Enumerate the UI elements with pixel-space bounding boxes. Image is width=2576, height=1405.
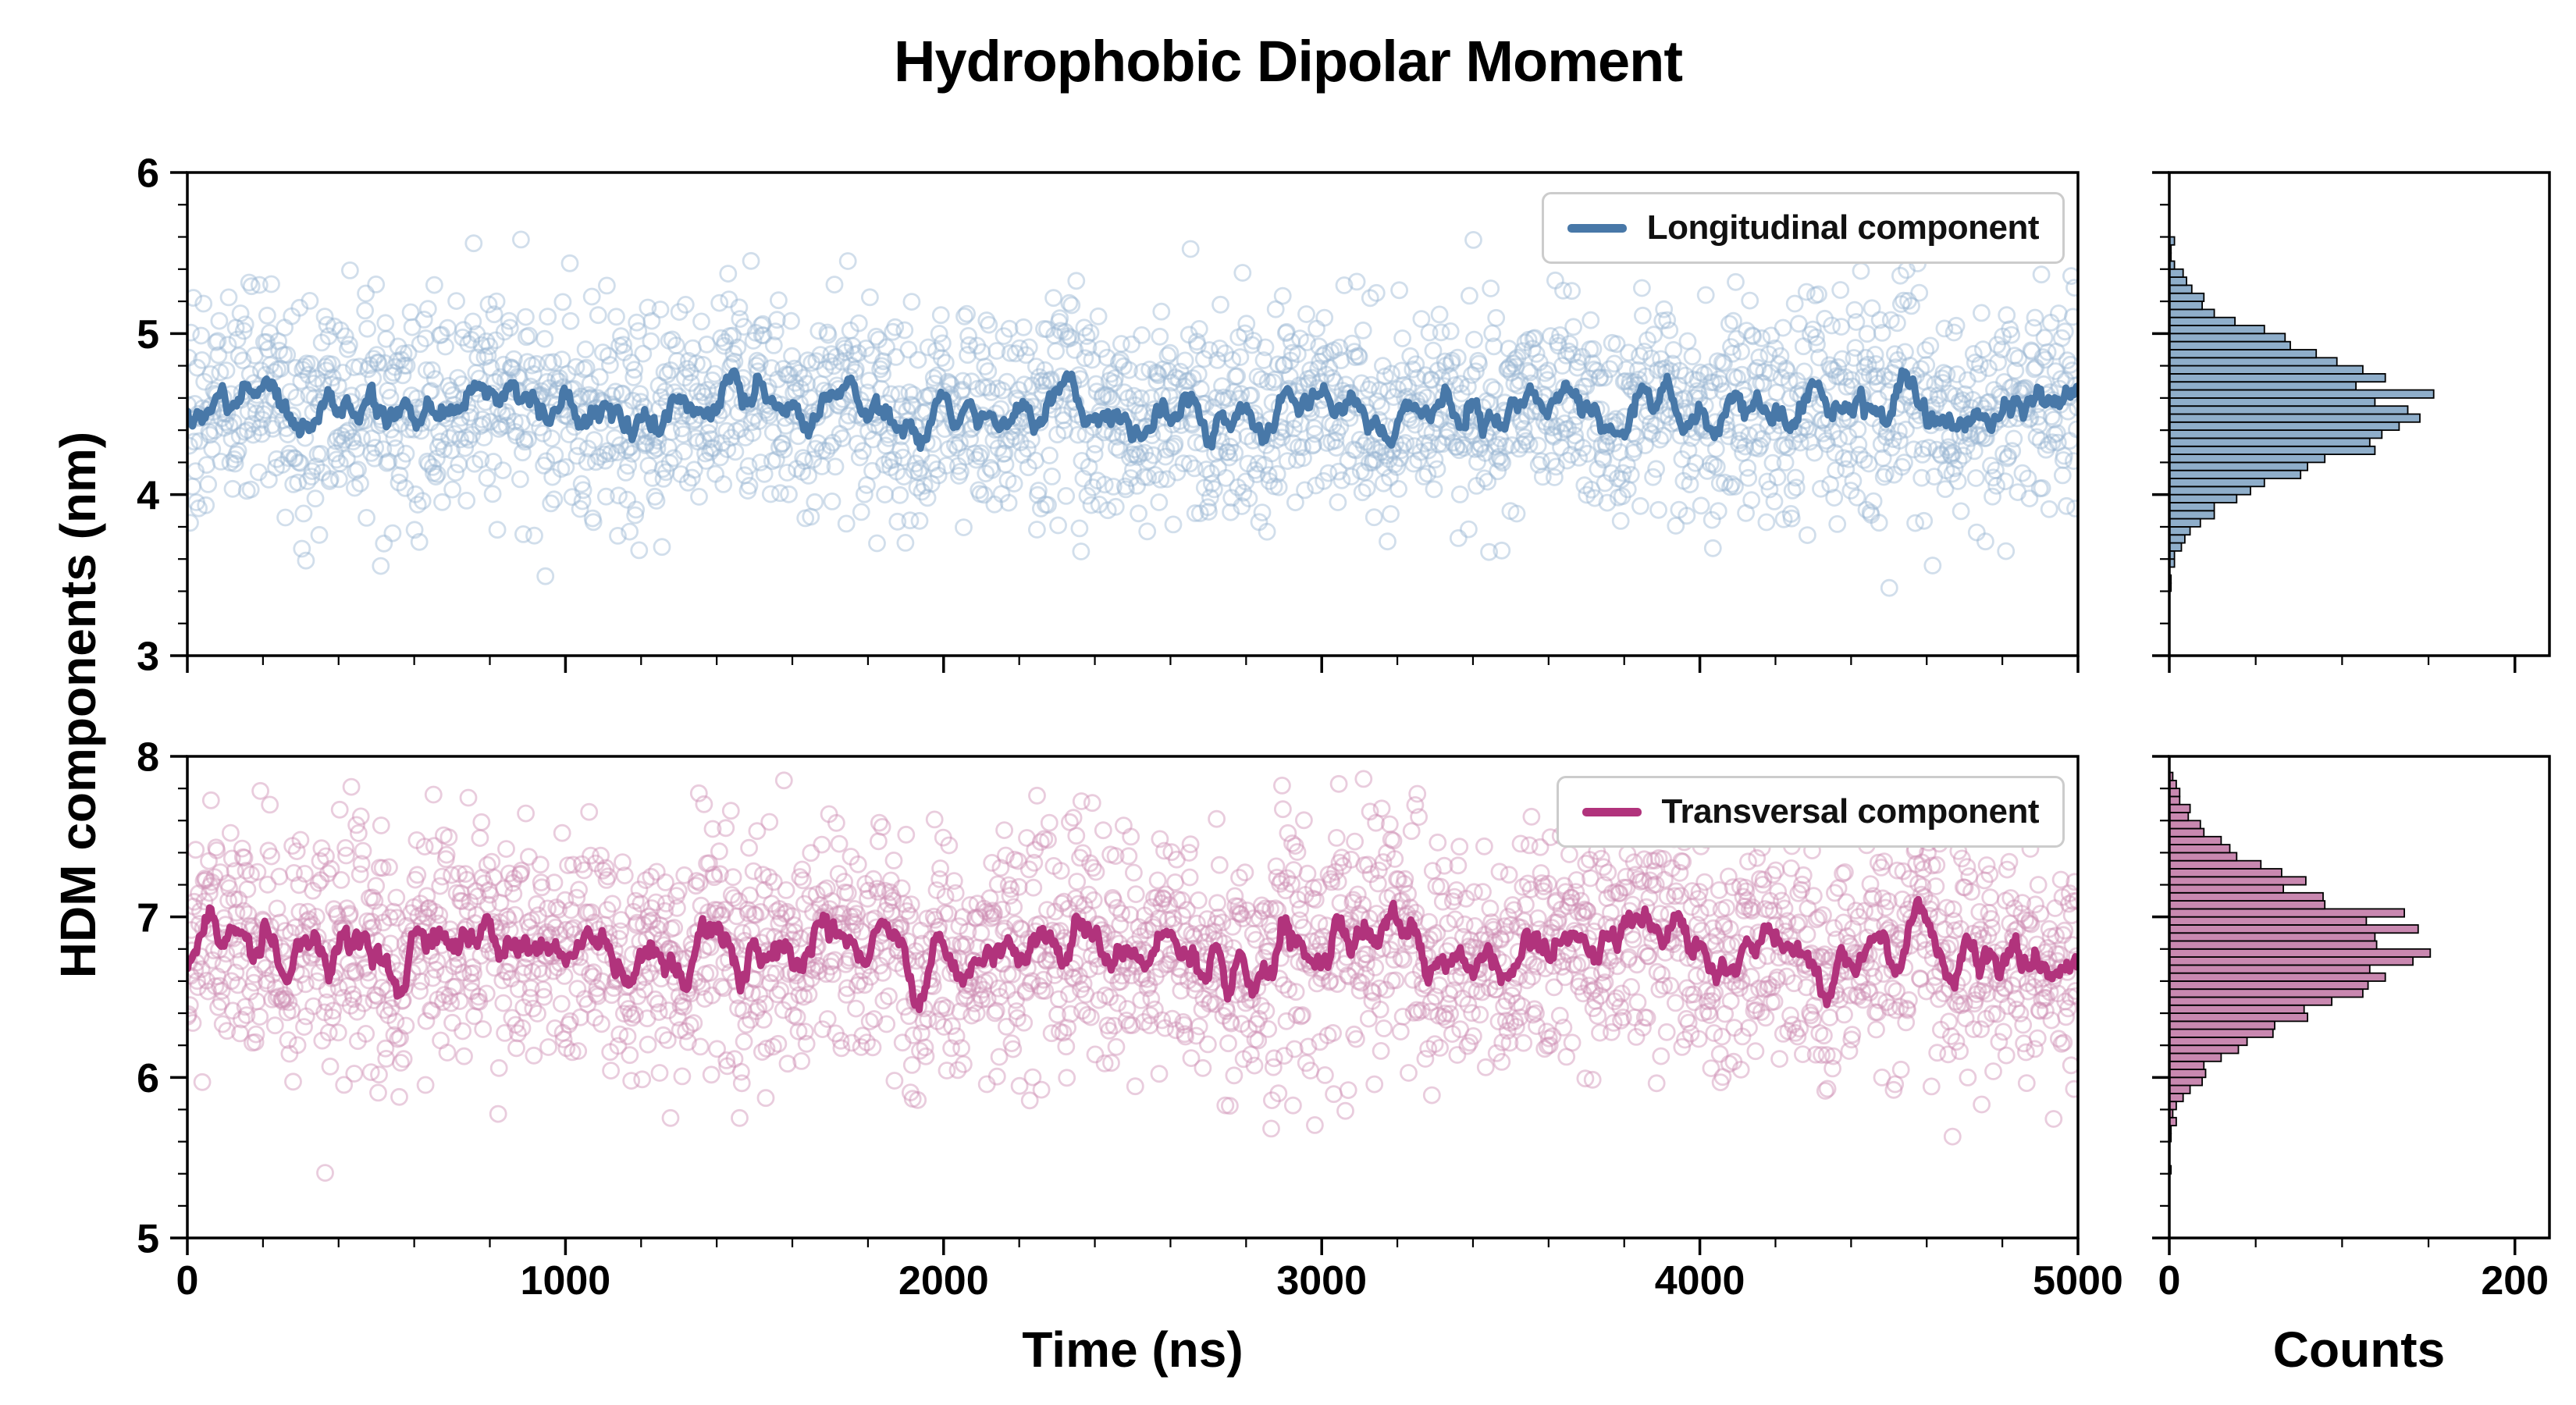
legend-transversal: Transversal component	[1556, 776, 2065, 848]
legend-swatch-transversal	[1582, 807, 1642, 816]
hist-panel-frame-transversal	[2168, 755, 2551, 1240]
main-panel-frame-longitudinal	[186, 171, 2080, 657]
longitudinal-mean-line	[187, 367, 2078, 452]
hist-panel-frame-longitudinal	[2168, 171, 2551, 657]
longitudinal-scatter-group	[187, 230, 2078, 597]
main-panel-frame-transversal	[186, 755, 2080, 1240]
legend-longitudinal: Longitudinal component	[1541, 192, 2065, 264]
longitudinal-histogram-group	[2169, 236, 2435, 592]
chart-title: Hydrophobic Dipolar Moment	[894, 29, 1683, 94]
legend-swatch-longitudinal	[1567, 223, 1627, 233]
x-axis-label: Time (ns)	[1022, 1321, 1244, 1378]
transversal-mean-line	[187, 895, 2078, 1014]
legend-label-longitudinal: Longitudinal component	[1646, 208, 2040, 247]
transversal-scatter-group	[187, 770, 2078, 1182]
counts-axis-label: Counts	[2272, 1321, 2446, 1378]
transversal-histogram-group	[2169, 771, 2432, 1175]
legend-label-transversal: Transversal component	[1661, 792, 2040, 831]
